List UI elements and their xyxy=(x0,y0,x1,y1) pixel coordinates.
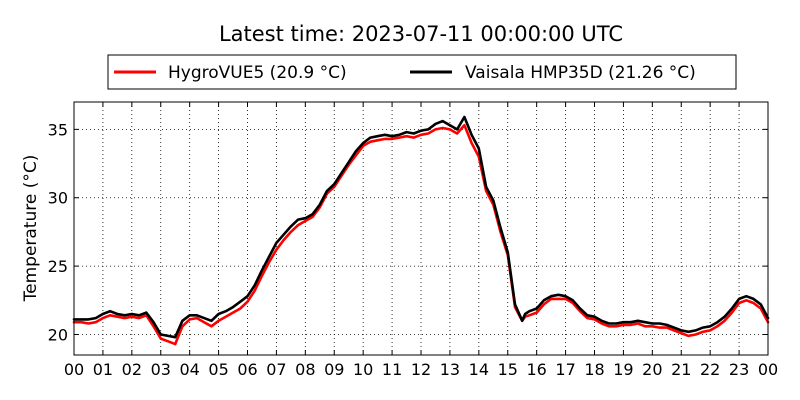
x-axis: 00 01 02 03 04 05 06 07 08 09 10 11 12 13 14 15 16 17 18 19… xyxy=(64,102,778,379)
series-line-1 xyxy=(72,123,770,346)
y-axis: 20 25 30 35 xyxy=(48,120,768,344)
plot-frame xyxy=(73,101,769,356)
x-tick-label: 14 xyxy=(469,360,489,379)
y-axis-label: Temperature (°C) xyxy=(21,155,41,303)
y-tick-label: 20 xyxy=(48,325,68,344)
x-tick-label: 09 xyxy=(324,360,344,379)
x-tick-label: 02 xyxy=(122,360,142,379)
x-tick-label: 16 xyxy=(526,360,546,379)
x-tick-label: 08 xyxy=(295,360,315,379)
x-tick-label: 17 xyxy=(555,360,575,379)
x-tick-label: 04 xyxy=(179,360,199,379)
legend: HygroVUE5 (20.9 °C) Vaisala HMP35D (21.2… xyxy=(107,54,737,90)
x-tick-label: 18 xyxy=(584,360,604,379)
x-tick-label: 22 xyxy=(700,360,720,379)
x-tick-label: 23 xyxy=(729,360,749,379)
grid xyxy=(74,102,768,355)
y-tick-label: 35 xyxy=(48,120,68,139)
x-tick-label: 15 xyxy=(498,360,518,379)
x-tick-label: 00 xyxy=(64,360,84,379)
x-tick-label: 11 xyxy=(382,360,402,379)
x-tick-label: 19 xyxy=(613,360,633,379)
legend-label-series-1: HygroVUE5 (20.9 °C) xyxy=(168,63,347,83)
y-tick-label: 30 xyxy=(48,189,68,208)
x-tick-label: 13 xyxy=(440,360,460,379)
x-tick-label: 05 xyxy=(208,360,228,379)
x-tick-label: 20 xyxy=(642,360,662,379)
x-tick-label: 12 xyxy=(411,360,431,379)
y-tick-label: 25 xyxy=(48,257,68,276)
x-tick-label: 07 xyxy=(266,360,286,379)
series-lines xyxy=(72,115,770,346)
x-tick-label: 10 xyxy=(353,360,373,379)
x-tick-label: 03 xyxy=(151,360,171,379)
legend-label-series-2: Vaisala HMP35D (21.26 °C) xyxy=(465,63,696,83)
x-tick-label: 06 xyxy=(237,360,257,379)
x-tick-label: 01 xyxy=(93,360,113,379)
x-tick-label: 21 xyxy=(671,360,691,379)
series-line-2 xyxy=(72,115,770,339)
x-tick-label: 00 xyxy=(758,360,778,379)
chart-title: Latest time: 2023-07-11 00:00:00 UTC xyxy=(219,22,623,46)
